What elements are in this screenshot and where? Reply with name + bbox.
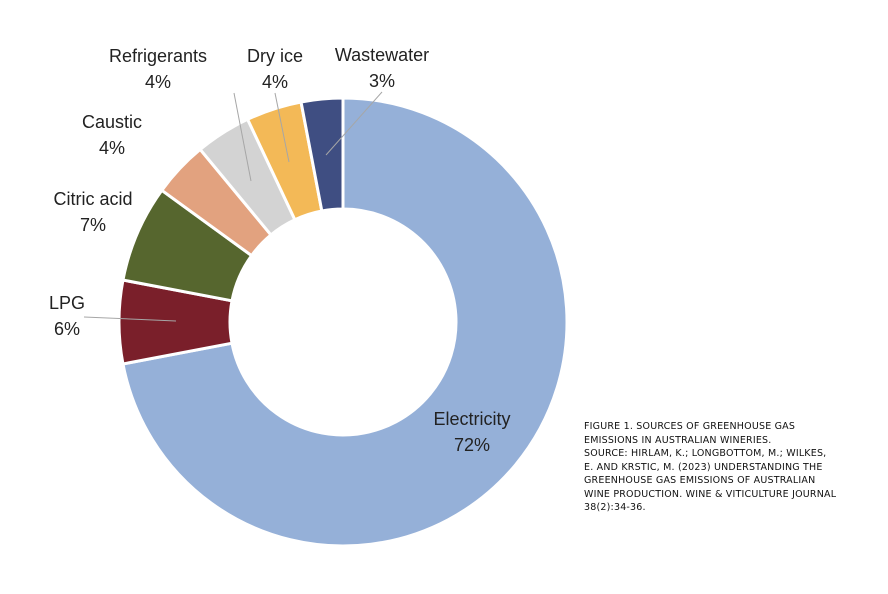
figure-caption: Figure 1. Sources of greenhouse gas emis… [584, 420, 874, 515]
label-dry-ice-value: 4% [262, 72, 288, 92]
label-lpg-value: 6% [54, 319, 80, 339]
label-dry-ice-name: Dry ice [247, 46, 303, 66]
caption-line: greenhouse gas emissions of Australian [584, 475, 816, 486]
leader-line-dry-ice [274, 92, 290, 163]
caption-line: E. and Krstic, M. (2023) Understanding t… [584, 461, 823, 473]
leader-line-lpg [83, 316, 177, 322]
slice-wastewater [299, 96, 345, 213]
label-citric-acid-name: Citric acid [53, 189, 132, 209]
label-lpg-name: LPG [49, 293, 85, 313]
caption-line: wine production. Wine & Viticulture Jour… [584, 488, 837, 500]
caption-line: 38(2):34-36. [584, 502, 646, 513]
slice-labels: Electricity 72% LPG 6% Citric acid 7% Ca… [49, 45, 511, 455]
leader-line-wastewater [325, 91, 383, 156]
label-wastewater-value: 3% [369, 71, 395, 91]
label-electricity-name: Electricity [433, 409, 510, 429]
label-wastewater-name: Wastewater [335, 45, 429, 65]
label-refrigerants-value: 4% [145, 72, 171, 92]
label-electricity-value: 72% [454, 435, 490, 455]
slice-electricity [121, 96, 569, 548]
label-caustic-value: 4% [99, 138, 125, 158]
caption-line: Source: Hirlam, K.; Longbottom, M.; Wilk… [584, 448, 827, 459]
label-refrigerants-name: Refrigerants [109, 46, 207, 66]
leader-lines [83, 91, 383, 322]
label-citric-acid-value: 7% [80, 215, 106, 235]
caption-line: emissions in Australian wineries. [584, 434, 772, 446]
label-caustic-name: Caustic [82, 112, 142, 132]
leader-line-refrigerants [233, 92, 252, 182]
caption-line: Figure 1. Sources of greenhouse gas [584, 421, 796, 432]
donut-slices [117, 96, 569, 548]
